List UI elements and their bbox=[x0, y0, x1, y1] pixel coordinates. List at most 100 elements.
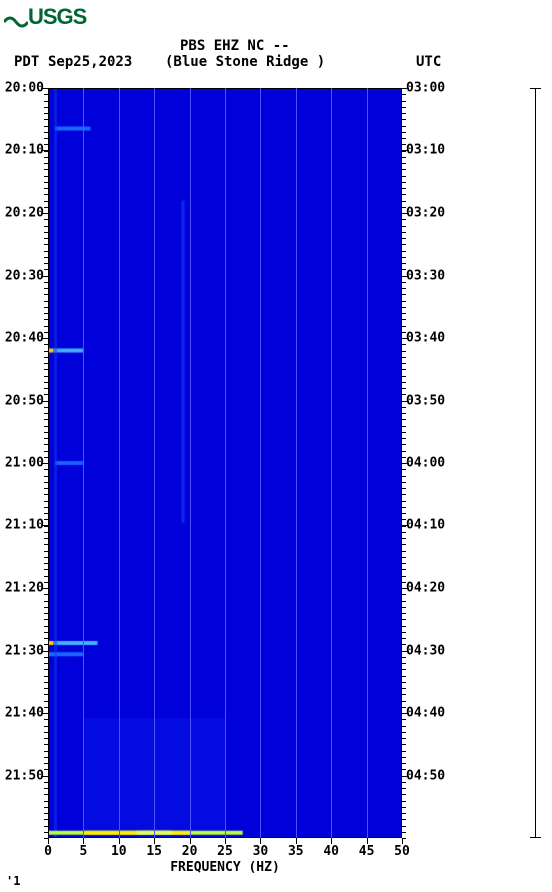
minor-tick-left bbox=[44, 201, 48, 202]
gridline-v bbox=[225, 88, 226, 838]
minor-tick-left bbox=[44, 219, 48, 220]
y-tick-left: 20:40 bbox=[5, 330, 44, 345]
minor-tick-left bbox=[44, 132, 48, 133]
x-tick-mark bbox=[190, 838, 191, 844]
x-tick-mark bbox=[225, 838, 226, 844]
y-tick-left: 20:20 bbox=[5, 206, 44, 221]
minor-tick-right bbox=[402, 151, 406, 152]
minor-tick-left bbox=[44, 526, 48, 527]
minor-tick-left bbox=[44, 144, 48, 145]
minor-tick-left bbox=[44, 744, 48, 745]
minor-tick-left bbox=[44, 819, 48, 820]
minor-tick-left bbox=[44, 701, 48, 702]
minor-tick-right bbox=[402, 388, 406, 389]
y-tick-right: 03:50 bbox=[406, 393, 445, 408]
minor-ticks-left bbox=[44, 88, 48, 838]
minor-tick-right bbox=[402, 538, 406, 539]
minor-tick-left bbox=[44, 263, 48, 264]
minor-tick-left bbox=[44, 401, 48, 402]
minor-tick-right bbox=[402, 269, 406, 270]
minor-tick-right bbox=[402, 94, 406, 95]
tz-left-label: PDT bbox=[14, 54, 39, 70]
minor-tick-right bbox=[402, 126, 406, 127]
minor-tick-left bbox=[44, 176, 48, 177]
minor-tick-right bbox=[402, 257, 406, 258]
minor-tick-left bbox=[44, 488, 48, 489]
gridline-v bbox=[296, 88, 297, 838]
corner-mark: '1 bbox=[6, 874, 20, 888]
minor-tick-right bbox=[402, 226, 406, 227]
minor-tick-left bbox=[44, 776, 48, 777]
minor-tick-right bbox=[402, 432, 406, 433]
minor-tick-left bbox=[44, 276, 48, 277]
minor-tick-right bbox=[402, 832, 406, 833]
minor-tick-right bbox=[402, 88, 406, 89]
minor-tick-left bbox=[44, 288, 48, 289]
minor-tick-right bbox=[402, 401, 406, 402]
minor-tick-right bbox=[402, 351, 406, 352]
minor-tick-left bbox=[44, 838, 48, 839]
minor-tick-left bbox=[44, 182, 48, 183]
minor-tick-right bbox=[402, 707, 406, 708]
minor-tick-left bbox=[44, 501, 48, 502]
y-tick-right: 04:40 bbox=[406, 705, 445, 720]
x-tick-label: 35 bbox=[288, 844, 304, 859]
minor-tick-left bbox=[44, 626, 48, 627]
minor-tick-left bbox=[44, 326, 48, 327]
title-line-2: (Blue Stone Ridge ) bbox=[165, 54, 325, 70]
gridline-v bbox=[83, 88, 84, 838]
minor-tick-right bbox=[402, 369, 406, 370]
minor-tick-left bbox=[44, 251, 48, 252]
minor-tick-left bbox=[44, 594, 48, 595]
minor-tick-left bbox=[44, 319, 48, 320]
minor-tick-left bbox=[44, 669, 48, 670]
minor-tick-right bbox=[402, 132, 406, 133]
x-tick-mark bbox=[331, 838, 332, 844]
minor-tick-left bbox=[44, 388, 48, 389]
minor-tick-right bbox=[402, 794, 406, 795]
minor-tick-right bbox=[402, 419, 406, 420]
minor-tick-left bbox=[44, 751, 48, 752]
y-tick-left: 20:00 bbox=[5, 81, 44, 96]
x-tick-label: 15 bbox=[146, 844, 162, 859]
minor-tick-right bbox=[402, 119, 406, 120]
minor-tick-right bbox=[402, 313, 406, 314]
minor-tick-left bbox=[44, 813, 48, 814]
minor-tick-right bbox=[402, 169, 406, 170]
minor-tick-right bbox=[402, 644, 406, 645]
y-tick-right: 03:40 bbox=[406, 330, 445, 345]
minor-tick-right bbox=[402, 632, 406, 633]
minor-tick-right bbox=[402, 776, 406, 777]
minor-tick-left bbox=[44, 632, 48, 633]
minor-tick-right bbox=[402, 476, 406, 477]
minor-tick-left bbox=[44, 513, 48, 514]
minor-tick-left bbox=[44, 382, 48, 383]
minor-tick-left bbox=[44, 413, 48, 414]
minor-tick-right bbox=[402, 594, 406, 595]
minor-tick-left bbox=[44, 438, 48, 439]
gridline-v bbox=[331, 88, 332, 838]
minor-tick-right bbox=[402, 138, 406, 139]
x-tick-mark bbox=[119, 838, 120, 844]
x-tick-mark bbox=[83, 838, 84, 844]
minor-tick-right bbox=[402, 288, 406, 289]
minor-tick-left bbox=[44, 676, 48, 677]
minor-tick-left bbox=[44, 357, 48, 358]
minor-tick-left bbox=[44, 451, 48, 452]
minor-tick-right bbox=[402, 788, 406, 789]
y-tick-left: 21:10 bbox=[5, 518, 44, 533]
minor-tick-left bbox=[44, 282, 48, 283]
y-tick-left: 21:30 bbox=[5, 643, 44, 658]
minor-tick-right bbox=[402, 582, 406, 583]
usgs-logo: USGS bbox=[4, 4, 86, 30]
minor-tick-left bbox=[44, 682, 48, 683]
minor-tick-left bbox=[44, 238, 48, 239]
minor-tick-left bbox=[44, 194, 48, 195]
minor-tick-right bbox=[402, 188, 406, 189]
minor-tick-left bbox=[44, 126, 48, 127]
minor-tick-right bbox=[402, 457, 406, 458]
minor-tick-right bbox=[402, 669, 406, 670]
minor-tick-left bbox=[44, 426, 48, 427]
minor-tick-left bbox=[44, 719, 48, 720]
minor-tick-left bbox=[44, 94, 48, 95]
